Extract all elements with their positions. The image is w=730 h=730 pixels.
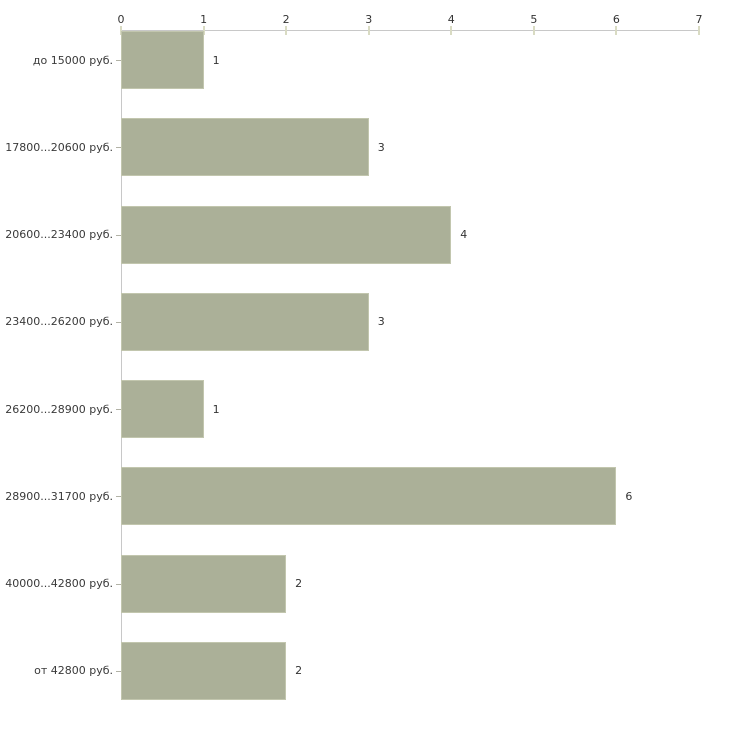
category-label: 20600...23400 руб. [5, 228, 113, 241]
bar [121, 641, 287, 700]
y-axis-tick-mark [116, 147, 121, 149]
bar-row: 17800...20600 руб. 3 [0, 118, 730, 177]
bar [121, 205, 452, 264]
bar [121, 467, 617, 526]
x-axis-tick-label: 6 [612, 13, 620, 26]
bar-value-label: 3 [377, 315, 385, 329]
bar-value-label: 2 [295, 577, 303, 590]
y-axis-tick-mark [116, 670, 121, 672]
bar-row: 26200...28900 руб. 1 [0, 380, 730, 438]
bar [121, 292, 369, 351]
y-axis-line [121, 30, 122, 700]
x-axis-tick-mark [285, 26, 288, 35]
x-axis-tick-label: 3 [365, 13, 373, 26]
x-axis-tick-label: 2 [282, 13, 290, 26]
bar-row: 23400...26200 руб. 3 [0, 292, 730, 351]
category-label: до 15000 руб. [32, 53, 113, 67]
x-axis-tick-mark [367, 26, 370, 35]
bar [121, 554, 287, 613]
bar [121, 118, 369, 177]
bar-row: 40000...42800 руб. 2 [0, 554, 730, 613]
x-axis-tick-mark [615, 26, 618, 35]
category-label: 40000...42800 руб. [5, 577, 113, 590]
bar [121, 31, 204, 89]
bar-row: от 42800 руб. 2 [0, 641, 730, 700]
bar-value-label: 1 [212, 402, 220, 416]
category-label: 28900...31700 руб. [5, 489, 113, 503]
category-label: 26200...28900 руб. [5, 402, 113, 416]
x-axis-tick-label: 4 [447, 13, 455, 26]
y-axis-tick-mark [116, 496, 121, 498]
bar-value-label: 4 [460, 228, 468, 241]
y-axis-tick-mark [116, 321, 121, 323]
x-axis-tick-label: 7 [695, 13, 703, 26]
y-axis-tick-mark [116, 409, 121, 410]
bar-row: 20600...23400 руб. 4 [0, 205, 730, 264]
x-axis-tick-label: 1 [200, 13, 208, 26]
category-label: 17800...20600 руб. [5, 140, 113, 154]
category-label: 23400...26200 руб. [5, 315, 113, 329]
category-label: от 42800 руб. [34, 664, 113, 678]
x-axis-tick-mark [698, 26, 700, 35]
bar-value-label: 2 [295, 664, 303, 678]
y-axis-tick-mark [116, 60, 121, 61]
y-axis-tick-mark [116, 234, 121, 236]
x-axis-tick-mark [450, 26, 453, 35]
x-axis-tick-label: 0 [117, 13, 125, 26]
bar-value-label: 1 [212, 53, 220, 67]
bar [121, 380, 204, 438]
bar-value-label: 3 [377, 140, 385, 154]
bar-row: до 15000 руб. 1 [0, 31, 730, 89]
x-axis-line [121, 30, 699, 31]
bar-value-label: 6 [625, 489, 633, 503]
y-axis-tick-mark [116, 583, 121, 585]
x-axis-tick-mark [120, 26, 122, 35]
x-axis-tick-mark [532, 26, 535, 35]
x-axis-tick-mark [202, 26, 205, 35]
bar-row: 28900...31700 руб. 6 [0, 467, 730, 526]
x-axis-tick-label: 5 [530, 13, 538, 26]
